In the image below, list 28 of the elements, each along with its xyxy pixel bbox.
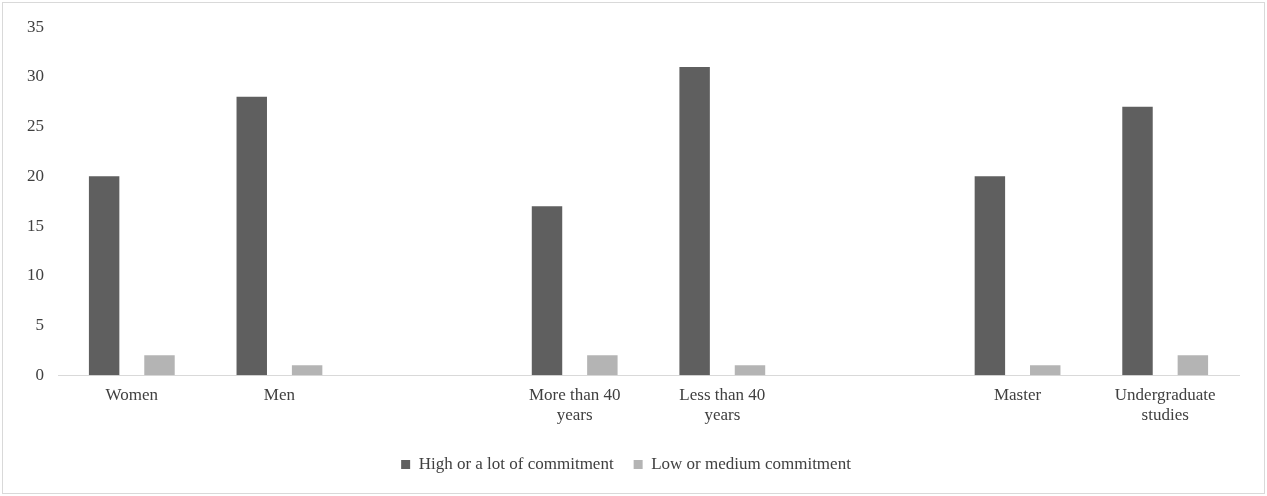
bar <box>1030 365 1061 376</box>
bar <box>679 66 710 376</box>
y-tick-label: 15 <box>27 215 44 235</box>
bar <box>88 176 120 376</box>
y-tick-label: 25 <box>27 116 44 136</box>
bar <box>1177 355 1209 376</box>
bar <box>974 176 1006 376</box>
bar <box>1122 106 1153 376</box>
legend-label: Low or medium commitment <box>651 453 852 473</box>
y-tick-label: 35 <box>27 16 44 36</box>
bar <box>587 355 618 376</box>
bar <box>291 365 323 376</box>
x-tick-label: Women <box>105 384 159 404</box>
y-tick-label: 0 <box>35 364 44 384</box>
y-tick-label: 30 <box>27 66 44 86</box>
bar <box>531 206 563 376</box>
y-tick-label: 10 <box>27 265 44 285</box>
x-tick-label: Men <box>263 384 296 404</box>
y-tick-label: 20 <box>27 165 44 185</box>
y-tick-label: 5 <box>35 314 44 334</box>
x-tick-label: Undergraduate studies <box>1114 384 1216 425</box>
legend-label: High or a lot of commitment <box>418 453 614 473</box>
bar <box>236 96 267 376</box>
x-tick-label: Master <box>993 384 1042 404</box>
x-tick-label: More than 40 years <box>528 384 621 425</box>
x-tick-label: Less than 40 years <box>679 384 766 425</box>
bar <box>734 365 766 376</box>
bar <box>144 355 175 376</box>
